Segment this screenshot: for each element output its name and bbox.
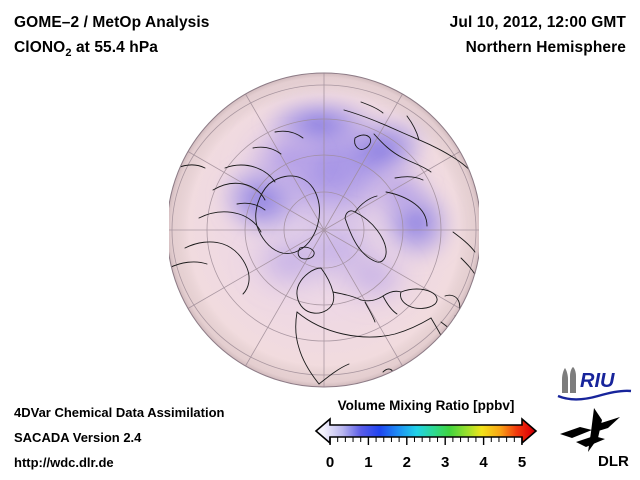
coastlines	[169, 101, 478, 385]
colorbar-title: Volume Mixing Ratio [ppbv]	[337, 398, 515, 413]
header-left: GOME–2 / MetOp Analysis ClONO2 at 55.4 h…	[14, 10, 210, 66]
riu-wordmark: RIU	[580, 370, 615, 392]
svg-text:1: 1	[364, 454, 372, 471]
dlr-wordmark: DLR	[598, 453, 629, 470]
timestamp: Jul 10, 2012, 12:00 GMT	[449, 14, 626, 31]
region-label: Northern Hemisphere	[465, 39, 626, 56]
globe-data-field	[169, 73, 479, 387]
species-name: ClONO	[14, 39, 66, 56]
species-subscript: 2	[65, 47, 72, 60]
footer-line-version: SACADA Version 2.4	[14, 430, 142, 445]
graticule	[169, 73, 479, 387]
page-title: GOME–2 / MetOp Analysis	[14, 14, 210, 31]
dlr-mark-icon	[560, 408, 620, 452]
pressure-level-text: at 55.4 hPa	[71, 39, 159, 56]
svg-text:4: 4	[479, 454, 488, 471]
footer-line-method: 4DVar Chemical Data Assimilation	[14, 405, 225, 420]
svg-text:0: 0	[326, 454, 334, 471]
riu-spires-icon	[562, 367, 576, 393]
svg-text:5: 5	[518, 454, 526, 471]
footer-credits: 4DVar Chemical Data Assimilation SACADA …	[14, 400, 225, 475]
svg-text:2: 2	[403, 454, 411, 471]
colorbar-ramp	[314, 417, 538, 445]
globe-outline	[169, 72, 479, 388]
dlr-logo: DLR	[558, 408, 634, 470]
colorbar-ticks	[329, 437, 523, 445]
svg-text:3: 3	[441, 454, 449, 471]
riu-swoosh-icon	[557, 389, 632, 401]
footer-line-url[interactable]: http://wdc.dlr.de	[14, 455, 114, 470]
colorbar-tick-labels: 0 1 2 3 4 5	[326, 454, 526, 471]
header-right: Jul 10, 2012, 12:00 GMT Northern Hemisph…	[450, 10, 626, 60]
riu-logo: RIU	[556, 367, 632, 403]
globe-map	[169, 72, 479, 388]
colorbar: Volume Mixing Ratio [ppbv] 0 1 2 3 4 5	[310, 398, 542, 473]
species-level-subtitle: ClONO2 at 55.4 hPa	[14, 35, 210, 66]
